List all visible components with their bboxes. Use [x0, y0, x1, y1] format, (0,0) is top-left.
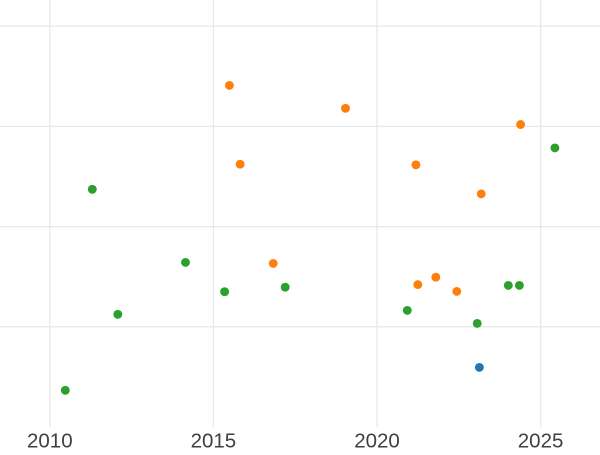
svg-text:2015: 2015	[191, 430, 237, 450]
svg-text:2020: 2020	[354, 430, 400, 450]
svg-text:2025: 2025	[518, 430, 564, 450]
svg-text:2010: 2010	[27, 430, 73, 450]
